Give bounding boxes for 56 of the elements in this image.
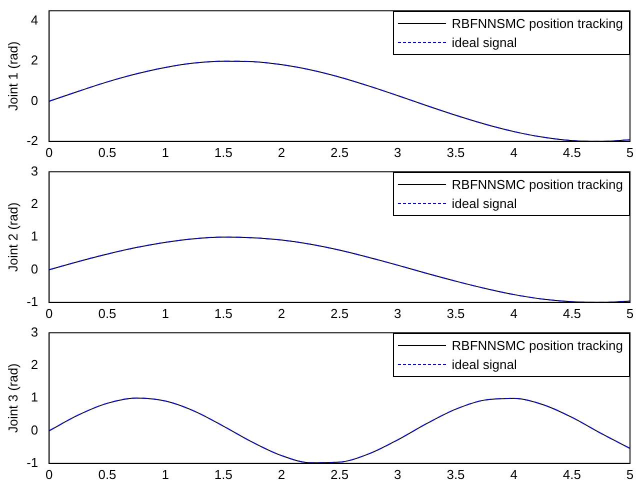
y-tick-label: -1 (26, 454, 38, 470)
x-tick-label: 5 (626, 144, 634, 160)
x-tick-label: 3 (394, 466, 402, 482)
y-tick-label: 0 (30, 92, 38, 108)
x-tick-label: 4 (510, 144, 518, 160)
x-tick-label: 1.5 (214, 466, 232, 482)
legend-label: RBFNNSMC position tracking (452, 14, 623, 33)
x-tick-label: 2 (278, 466, 286, 482)
y-tick-label: -1 (26, 294, 38, 309)
x-tick-label: 5 (626, 306, 634, 321)
x-tick-label: 0.5 (98, 144, 116, 160)
x-tick-label: 4.5 (562, 306, 581, 321)
x-tick-label: 0.5 (98, 466, 116, 482)
y-tick-label: 2 (30, 52, 38, 68)
y-tick-label: 2 (30, 196, 38, 212)
x-tick-label: 3.5 (446, 144, 465, 160)
legend-label: RBFNNSMC position tracking (452, 336, 623, 355)
y-tick-label: 4 (30, 12, 38, 28)
x-tick-label: 1 (162, 306, 169, 321)
y-axis-title: Joint 3 (rad) (5, 363, 20, 433)
x-tick-label: 0.5 (98, 306, 116, 321)
x-tick-label: 1.5 (214, 306, 232, 321)
x-tick-label: 0 (46, 306, 53, 321)
x-tick-label: 0 (46, 466, 53, 482)
legend-label: RBFNNSMC position tracking (452, 176, 623, 194)
y-tick-label: 1 (30, 390, 38, 405)
y-axis-title: Joint 2 (rad) (5, 202, 20, 272)
x-tick-label: 2.5 (330, 306, 349, 321)
x-tick-label: 1.5 (214, 144, 232, 160)
x-tick-label: 3 (394, 306, 402, 321)
x-tick-label: 3.5 (446, 306, 465, 321)
y-tick-label: 0 (30, 422, 38, 438)
legend-label: ideal signal (452, 34, 517, 52)
x-tick-label: 0 (46, 144, 53, 160)
legend-label: ideal signal (452, 356, 517, 374)
x-tick-label: 4 (510, 306, 518, 321)
legend-label: ideal signal (452, 194, 517, 213)
y-tick-label: 0 (30, 261, 38, 276)
x-tick-label: 1 (162, 466, 169, 482)
x-tick-label: 4.5 (562, 144, 581, 160)
x-tick-label: 3 (394, 144, 402, 160)
y-tick-label: 2 (30, 357, 38, 372)
y-axis-title: Joint 1 (rad) (5, 41, 20, 111)
y-tick-label: 3 (30, 163, 38, 178)
x-tick-label: 2.5 (330, 466, 349, 482)
x-tick-label: 1 (162, 144, 169, 160)
x-tick-label: 4.5 (562, 466, 581, 482)
y-tick-label: 1 (30, 228, 38, 244)
x-tick-label: 5 (626, 466, 634, 482)
x-tick-label: 2.5 (330, 144, 349, 160)
x-tick-label: 2 (278, 306, 286, 321)
x-tick-label: 2 (278, 144, 286, 160)
y-tick-label: 3 (30, 324, 38, 340)
x-tick-label: 3.5 (446, 466, 465, 482)
x-tick-label: 4 (510, 466, 518, 482)
y-tick-label: -2 (26, 132, 38, 148)
